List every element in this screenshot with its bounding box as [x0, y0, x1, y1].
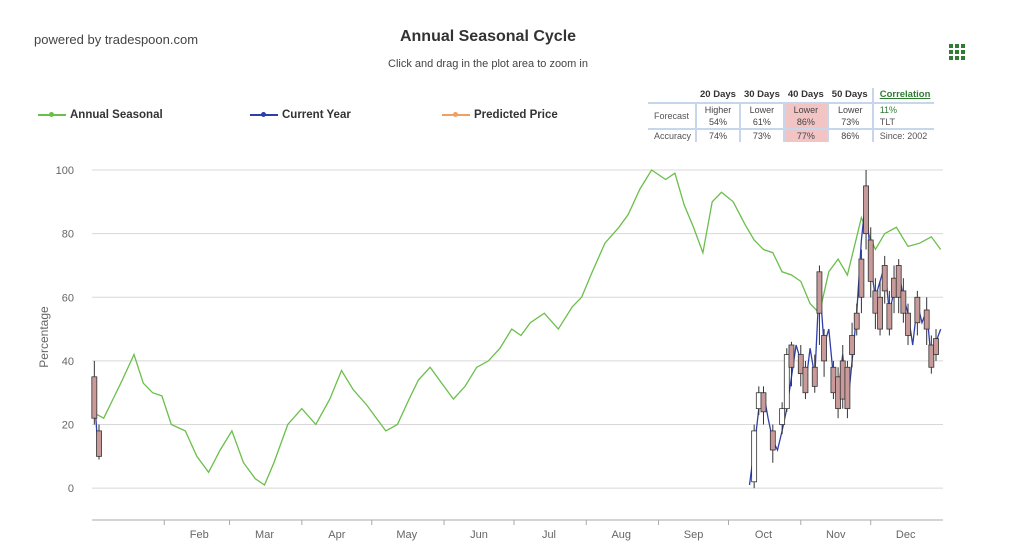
y-tick-label: 80	[62, 229, 74, 241]
accuracy-percent: 74%	[695, 128, 740, 142]
legend-item-current-year[interactable]: Current Year	[250, 109, 351, 121]
candle-body	[816, 271, 823, 314]
candle-body	[830, 366, 837, 394]
y-tick-label: 60	[62, 292, 74, 304]
header-50-days: 50 Days	[831, 89, 868, 100]
grid-lines	[92, 169, 943, 489]
accuracy-row-label: Accuracy	[648, 128, 697, 142]
candle-body	[844, 366, 851, 410]
legend-line-icon	[250, 110, 278, 120]
header-30-days: 30 Days	[743, 89, 780, 100]
candle-body	[891, 277, 897, 298]
chart-subtitle: Click and drag in the plot area to zoom …	[388, 58, 588, 70]
symbol-label: TLT	[871, 116, 935, 129]
candle-body	[783, 354, 790, 410]
candle-body	[821, 335, 827, 362]
x-tick-label: Aug	[611, 529, 631, 541]
candle-body	[886, 303, 893, 330]
x-tick-label: Sep	[684, 529, 704, 541]
forecast-percent: 54%	[695, 116, 740, 129]
powered-by-text: powered by tradespoon.com	[34, 32, 199, 47]
candle-body	[923, 309, 930, 330]
candle-body	[751, 430, 758, 483]
candle-body	[895, 265, 902, 298]
since-label: Since: 2002	[871, 128, 935, 142]
candle-body	[91, 376, 98, 419]
forecast-direction: Lower	[826, 102, 873, 116]
x-tick-label: Jun	[470, 529, 488, 541]
legend-item-annual-seasonal[interactable]: Annual Seasonal	[38, 109, 163, 121]
x-tick-label: Mar	[255, 529, 274, 541]
y-tick-label: 100	[56, 165, 74, 177]
candle-body	[802, 366, 809, 394]
candle-body	[905, 312, 911, 336]
x-tick-label: Oct	[755, 529, 772, 541]
candle-body	[900, 290, 907, 314]
series-line-annual-seasonal	[91, 169, 942, 486]
y-axis-label: Percentage	[37, 306, 51, 368]
accuracy-percent: 73%	[738, 128, 784, 142]
x-axis: Feb Mar Apr May Jun Jul Aug Sep Oct Nov Dec	[92, 519, 943, 541]
x-tick-label: May	[396, 529, 417, 541]
candlesticks	[91, 170, 939, 489]
candle-body	[811, 366, 818, 387]
candle-body	[881, 265, 888, 292]
forecast-percent: 73%	[826, 116, 873, 129]
candle-body	[839, 360, 846, 400]
forecast-row-label: Forecast	[648, 102, 697, 129]
candle-body	[96, 430, 102, 457]
forecast-percent: 86%	[782, 116, 828, 129]
y-axis-ticks: 0 20 40 60 80 100	[56, 165, 74, 495]
legend-line-icon	[442, 110, 470, 120]
accuracy-percent: 77%	[782, 128, 828, 142]
candle-body	[928, 344, 935, 368]
x-tick-label: Apr	[328, 529, 345, 541]
candle-body	[933, 338, 939, 355]
candle-body	[863, 185, 869, 235]
candle-body	[769, 430, 776, 451]
candle-body	[835, 376, 841, 410]
legend-label: Predicted Price	[474, 109, 558, 121]
legend-line-icon	[38, 110, 66, 120]
y-tick-label: 0	[68, 483, 74, 495]
x-tick-label: Dec	[896, 529, 916, 541]
forecast-table: 20 Days 30 Days 40 Days 50 Days Correlat…	[648, 88, 935, 142]
forecast-direction: Higher	[695, 102, 740, 116]
candle-body	[877, 296, 883, 330]
x-tick-label: Jul	[542, 529, 556, 541]
candle-body	[849, 335, 855, 355]
forecast-percent: 61%	[738, 116, 784, 129]
candle-body	[779, 408, 786, 425]
candle-body	[797, 354, 804, 375]
candle-body	[760, 392, 767, 413]
legend-item-predicted-price[interactable]: Predicted Price	[442, 109, 558, 121]
candle-body	[788, 344, 795, 368]
correlation-value: 11%	[871, 102, 935, 116]
series-lines	[91, 169, 942, 486]
grid-menu-icon[interactable]	[949, 44, 965, 60]
forecast-direction: Lower	[782, 102, 828, 116]
accuracy-percent: 86%	[826, 128, 873, 142]
y-tick-label: 40	[62, 356, 74, 368]
y-tick-label: 20	[62, 420, 74, 432]
legend-label: Annual Seasonal	[70, 109, 163, 121]
header-40-days: 40 Days	[787, 89, 824, 100]
correlation-link[interactable]: Correlation	[879, 89, 931, 100]
forecast-direction: Lower	[738, 102, 784, 116]
x-tick-label: Feb	[190, 529, 209, 541]
candle-body	[872, 290, 879, 314]
x-tick-label: Nov	[826, 529, 846, 541]
candle-body	[914, 296, 921, 324]
candle-body	[858, 258, 865, 298]
candle-body	[853, 312, 860, 330]
legend-label: Current Year	[282, 109, 351, 121]
candle-body	[755, 392, 762, 410]
series-line-current-year	[748, 195, 942, 486]
candle-body	[867, 239, 874, 282]
chart-title: Annual Seasonal Cycle	[399, 28, 577, 45]
header-20-days: 20 Days	[700, 89, 736, 100]
